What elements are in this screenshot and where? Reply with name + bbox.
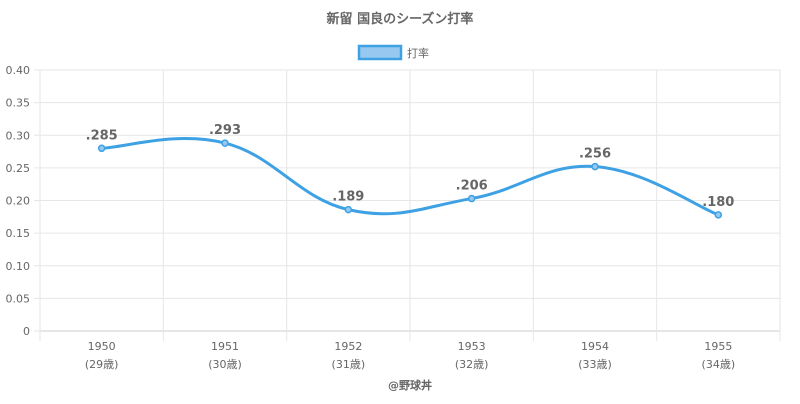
chart-title: 新留 国良のシーズン打率: [327, 11, 474, 27]
x-tick-label: 1950: [88, 340, 116, 353]
y-tick-label: 0.35: [6, 97, 31, 110]
series-layer: .285 .293 .189 .206 .256 .180: [86, 123, 734, 219]
y-tick-label: 0.05: [6, 292, 31, 305]
data-point[interactable]: [344, 205, 353, 214]
x-tick-label: 1955: [704, 340, 732, 353]
data-label: .293: [209, 123, 241, 138]
x-axis: 1950 (29歳) 1951 (30歳) 1952 (31歳) 1953 (32歳) 1954…: [85, 340, 735, 371]
data-point[interactable]: [714, 211, 723, 219]
data-label: .256: [579, 147, 611, 162]
grid: [34, 69, 781, 341]
legend-swatch: [357, 44, 403, 61]
data-point[interactable]: [221, 139, 229, 147]
y-axis: 0 0.05 0.10 0.15 0.20 0.25 0.30 0.35 0.40: [6, 64, 31, 338]
x-tick-sublabel: (33歳): [578, 358, 612, 371]
y-tick-label: 0.30: [6, 129, 31, 142]
x-tick-label: 1954: [581, 340, 609, 353]
data-point[interactable]: [97, 144, 106, 153]
x-tick-sublabel: (31歳): [332, 358, 366, 371]
legend-label: 打率: [407, 46, 429, 60]
footer-credit: @野球丼: [388, 378, 432, 392]
data-label: .180: [702, 195, 734, 210]
x-tick-sublabel: (30歳): [208, 358, 242, 371]
y-tick-label: 0.20: [6, 195, 31, 208]
legend[interactable]: 打率: [357, 44, 429, 61]
y-tick-label: 0.15: [6, 227, 31, 240]
x-tick-sublabel: (34歳): [702, 358, 736, 371]
x-tick-sublabel: (29歳): [85, 358, 119, 371]
data-label: .285: [86, 128, 118, 143]
data-point[interactable]: [467, 194, 476, 203]
x-tick-sublabel: (32歳): [455, 358, 489, 371]
x-tick-label: 1951: [211, 340, 239, 353]
y-tick-label: 0.10: [6, 260, 31, 273]
data-point[interactable]: [591, 162, 599, 171]
x-tick-label: 1953: [458, 340, 486, 353]
data-label: .189: [332, 190, 364, 205]
series-line: [101, 137, 719, 217]
y-tick-label: 0.25: [6, 162, 31, 175]
x-tick-label: 1952: [334, 340, 362, 353]
data-label: .206: [456, 179, 488, 194]
y-tick-label: 0: [23, 325, 30, 338]
y-tick-label: 0.40: [6, 64, 31, 77]
